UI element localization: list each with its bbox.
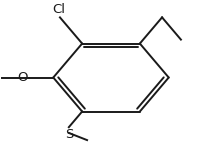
Text: O: O [17,71,28,84]
Text: S: S [65,128,73,141]
Text: Cl: Cl [52,3,65,16]
